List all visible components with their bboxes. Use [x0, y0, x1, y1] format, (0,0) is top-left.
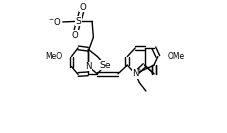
- Text: $^{-}$O: $^{-}$O: [48, 16, 62, 27]
- Text: OMe: OMe: [166, 52, 183, 61]
- Text: O: O: [71, 31, 78, 40]
- Text: Se: Se: [99, 61, 111, 70]
- Text: $^{+}$: $^{+}$: [136, 68, 141, 74]
- Text: N: N: [84, 62, 91, 71]
- Text: MeO: MeO: [45, 52, 62, 61]
- Text: S: S: [76, 17, 81, 26]
- Text: N: N: [131, 69, 138, 78]
- Text: O: O: [79, 3, 86, 12]
